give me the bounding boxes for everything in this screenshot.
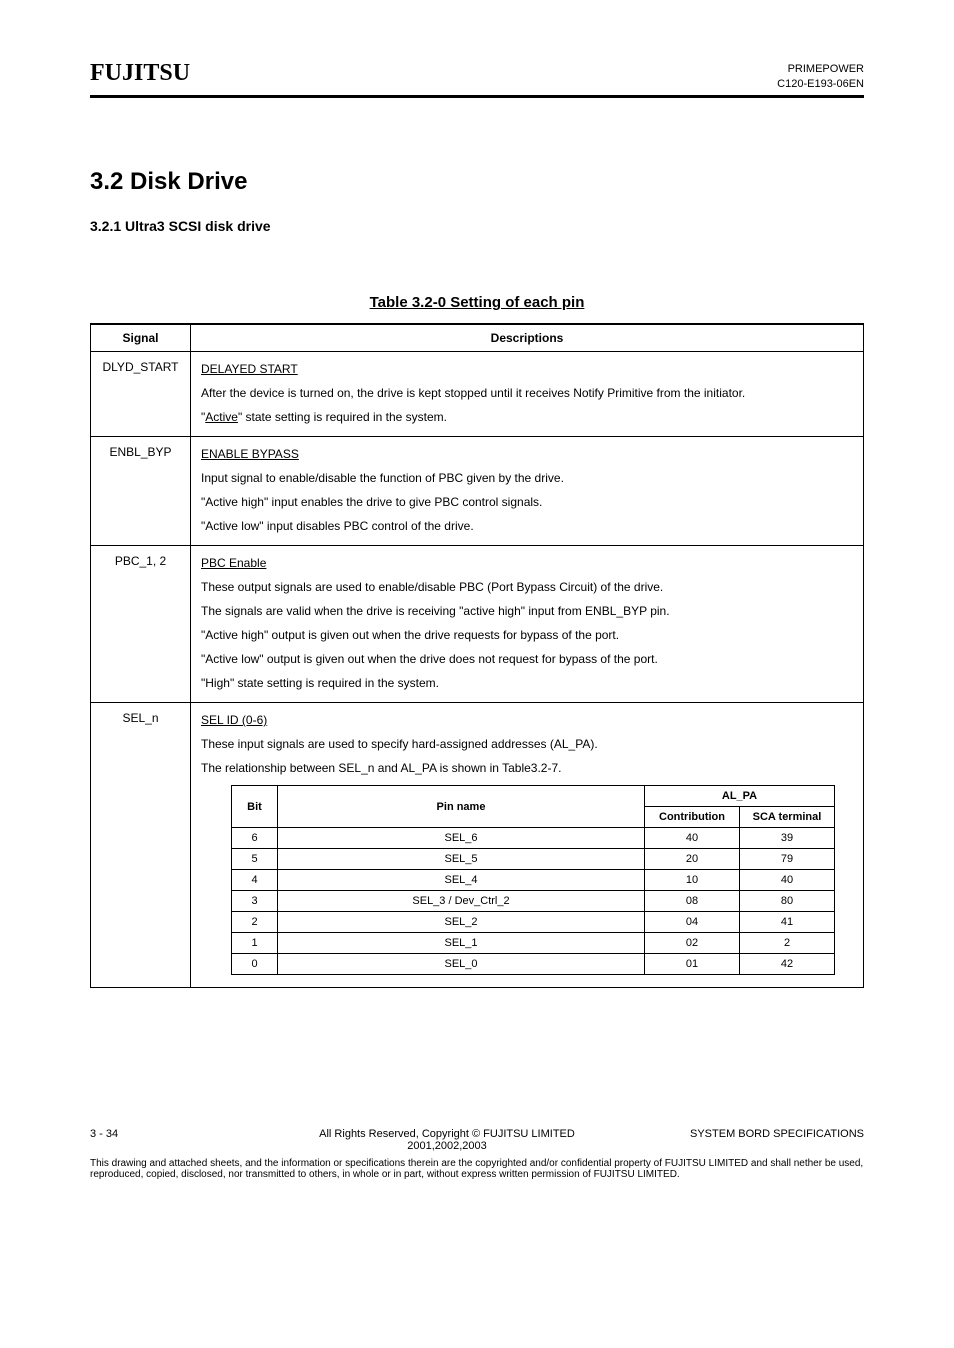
footer-disclaimer: This drawing and attached sheets, and th… <box>90 1158 864 1180</box>
alpa-table: Bit Pin name AL_PA Contribution SCA term… <box>231 785 835 975</box>
cell-cont: 02 <box>645 933 740 954</box>
row-text: The relationship between SEL_n and AL_PA… <box>201 759 853 777</box>
table-header-row: Signal Descriptions <box>91 324 864 352</box>
cell-pin: SEL_2 <box>278 912 645 933</box>
table-row: ENBL_BYP ENABLE BYPASS Input signal to e… <box>91 437 864 546</box>
section-subtitle: 3.2.1 Ultra3 SCSI disk drive <box>90 218 864 234</box>
alpa-table-wrap: Bit Pin name AL_PA Contribution SCA term… <box>231 785 835 975</box>
cell-pin: SEL_6 <box>278 828 645 849</box>
section-title: 3.2 Disk Drive <box>90 168 864 196</box>
alpa-row: 3 SEL_3 / Dev_Ctrl_2 08 80 <box>232 891 835 912</box>
page-footer: 3 - 34 All Rights Reserved, Copyright © … <box>90 1128 864 1180</box>
footer-pagenum: 3 - 34 <box>90 1128 290 1152</box>
cell-cont: 08 <box>645 891 740 912</box>
alpa-row: 5 SEL_5 20 79 <box>232 849 835 870</box>
th-bit: Bit <box>232 786 278 828</box>
brand-text: FUJITSU <box>90 60 864 87</box>
row-text: "Active low" output is given out when th… <box>201 650 853 668</box>
row-heading: DELAYED START <box>201 360 853 378</box>
cell-pin: SEL_1 <box>278 933 645 954</box>
signal-description: DELAYED START After the device is turned… <box>191 352 864 437</box>
cell-cont: 04 <box>645 912 740 933</box>
cell-cont: 01 <box>645 954 740 975</box>
header-product: PRIMEPOWER <box>777 62 864 77</box>
cell-pin: SEL_5 <box>278 849 645 870</box>
row-heading: ENABLE BYPASS <box>201 445 853 463</box>
th-signal: Signal <box>91 324 191 352</box>
th-contribution: Contribution <box>645 807 740 828</box>
table-row: SEL_n SEL ID (0-6) These input signals a… <box>91 703 864 988</box>
row-text: Input signal to enable/disable the funct… <box>201 469 853 487</box>
th-terminal: SCA terminal <box>740 807 835 828</box>
th-alpa: AL_PA <box>645 786 835 807</box>
table-row: DLYD_START DELAYED START After the devic… <box>91 352 864 437</box>
row-heading: PBC Enable <box>201 554 853 572</box>
cell-term: 80 <box>740 891 835 912</box>
row-text: These output signals are used to enable/… <box>201 578 853 596</box>
signal-label: DLYD_START <box>91 352 191 437</box>
cell-term: 2 <box>740 933 835 954</box>
cell-bit: 0 <box>232 954 278 975</box>
table-caption: Table 3.2-0 Setting of each pin <box>90 294 864 311</box>
signal-label: SEL_n <box>91 703 191 988</box>
th-descriptions: Descriptions <box>191 324 864 352</box>
row-heading: SEL ID (0-6) <box>201 711 853 729</box>
row-text: These input signals are used to specify … <box>201 735 853 753</box>
cell-bit: 1 <box>232 933 278 954</box>
cell-pin: SEL_0 <box>278 954 645 975</box>
alpa-row: 0 SEL_0 01 42 <box>232 954 835 975</box>
cell-term: 39 <box>740 828 835 849</box>
cell-pin: SEL_3 / Dev_Ctrl_2 <box>278 891 645 912</box>
alpa-row: 2 SEL_2 04 41 <box>232 912 835 933</box>
cell-bit: 2 <box>232 912 278 933</box>
cell-pin: SEL_4 <box>278 870 645 891</box>
th-pin: Pin name <box>278 786 645 828</box>
cell-cont: 10 <box>645 870 740 891</box>
row-text: "Active high" input enables the drive to… <box>201 493 853 511</box>
cell-bit: 5 <box>232 849 278 870</box>
signal-description: ENABLE BYPASS Input signal to enable/dis… <box>191 437 864 546</box>
row-text: "Active low" input disables PBC control … <box>201 517 853 535</box>
footer-copyright: All Rights Reserved, Copyright © FUJITSU… <box>290 1128 604 1152</box>
cell-cont: 40 <box>645 828 740 849</box>
table-row: PBC_1, 2 PBC Enable These output signals… <box>91 546 864 703</box>
alpa-row: 1 SEL_1 02 2 <box>232 933 835 954</box>
page-header: FUJITSU PRIMEPOWER C120-E193-06EN <box>90 60 864 87</box>
cell-term: 40 <box>740 870 835 891</box>
row-text: "Active high" output is given out when t… <box>201 626 853 644</box>
header-rule <box>90 95 864 98</box>
header-meta: PRIMEPOWER C120-E193-06EN <box>777 62 864 92</box>
page-content: FUJITSU PRIMEPOWER C120-E193-06EN 3.2 Di… <box>90 60 864 988</box>
row-text: "Active" state setting is required in th… <box>201 408 853 426</box>
row-text: After the device is turned on, the drive… <box>201 384 853 402</box>
cell-bit: 6 <box>232 828 278 849</box>
row-text: "High" state setting is required in the … <box>201 674 853 692</box>
header-docnum: C120-E193-06EN <box>777 77 864 92</box>
cell-bit: 4 <box>232 870 278 891</box>
signal-description: PBC Enable These output signals are used… <box>191 546 864 703</box>
alpa-header-row: Bit Pin name AL_PA <box>232 786 835 807</box>
cell-term: 41 <box>740 912 835 933</box>
signal-label: PBC_1, 2 <box>91 546 191 703</box>
cell-term: 42 <box>740 954 835 975</box>
alpa-row: 4 SEL_4 10 40 <box>232 870 835 891</box>
signal-description: SEL ID (0-6) These input signals are use… <box>191 703 864 988</box>
pin-settings-table: Signal Descriptions DLYD_START DELAYED S… <box>90 323 864 988</box>
alpa-row: 6 SEL_6 40 39 <box>232 828 835 849</box>
signal-label: ENBL_BYP <box>91 437 191 546</box>
footer-right: SYSTEM BORD SPECIFICATIONS <box>604 1128 864 1152</box>
cell-cont: 20 <box>645 849 740 870</box>
cell-bit: 3 <box>232 891 278 912</box>
cell-term: 79 <box>740 849 835 870</box>
row-text: The signals are valid when the drive is … <box>201 602 853 620</box>
